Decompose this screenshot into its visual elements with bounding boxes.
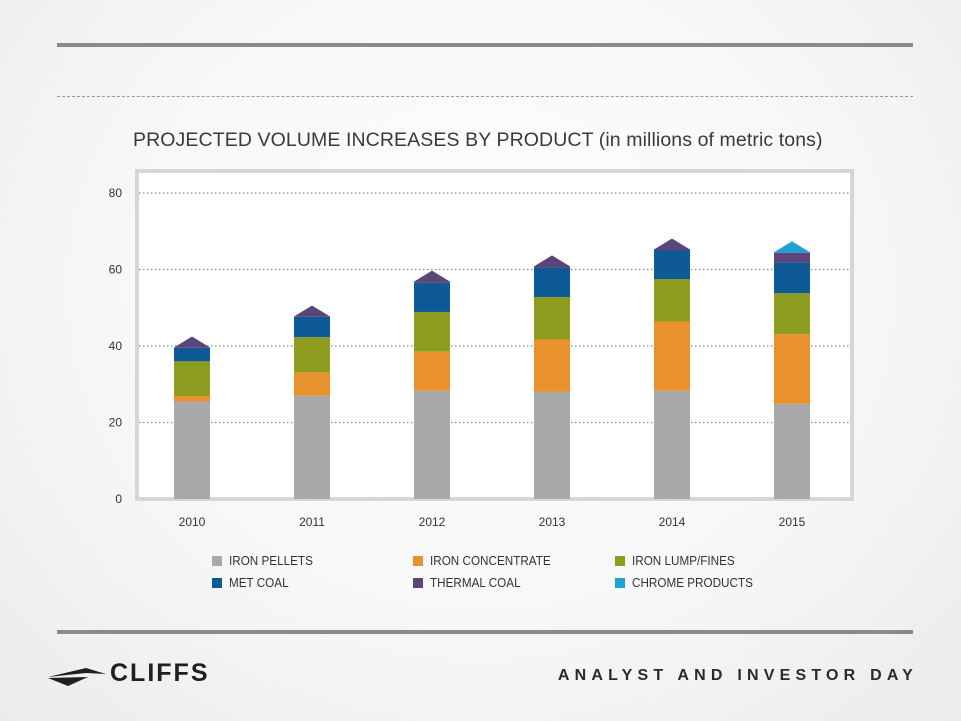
top-rule [57, 43, 913, 47]
chart-title: PROJECTED VOLUME INCREASES BY PRODUCT (i… [133, 129, 823, 151]
x-tick-label: 2014 [659, 515, 686, 529]
bar-segment [774, 262, 810, 294]
bar-segment [414, 351, 450, 391]
event-tagline: ANALYST AND INVESTOR DAY [557, 667, 918, 684]
legend-item: IRON PELLETS [212, 553, 322, 568]
bar-segment [174, 401, 210, 499]
bar-segment [654, 279, 690, 322]
legend-swatch [615, 578, 625, 588]
legend-item: IRON CONCENTRATE [413, 553, 564, 568]
legend-swatch [212, 578, 222, 588]
y-tick-label: 20 [109, 416, 123, 430]
bar-segment [534, 267, 570, 298]
legend-label: IRON LUMP/FINES [632, 553, 735, 568]
y-tick-label: 0 [115, 492, 122, 506]
bar-segment [174, 336, 210, 348]
bar-segment [294, 337, 330, 373]
bar-segment [534, 297, 570, 340]
bar-segment [294, 395, 330, 499]
legend-item: IRON LUMP/FINES [615, 553, 746, 568]
bar-segment [654, 321, 690, 391]
cliffs-arrow-logo-icon [48, 668, 106, 686]
legend-item: MET COAL [212, 575, 295, 590]
bar-segment [294, 372, 330, 396]
bar-segment [294, 316, 330, 338]
x-tick-label: 2010 [179, 515, 206, 529]
bar-segment [774, 403, 810, 499]
bar-segment [534, 255, 570, 268]
x-tick-label: 2012 [419, 515, 446, 529]
bar-segment [774, 334, 810, 404]
bar-segment [414, 282, 450, 312]
bar-segment [654, 390, 690, 499]
x-tick-label: 2011 [299, 515, 325, 529]
plot-area [135, 169, 854, 501]
y-tick-label: 40 [109, 339, 123, 353]
bar-segment [774, 241, 810, 253]
x-tick-label: 2013 [539, 515, 566, 529]
y-tick-label: 80 [109, 186, 123, 200]
brand-name: CLIFFS [110, 659, 210, 687]
legend-item: THERMAL COAL [413, 575, 531, 590]
legend-swatch [615, 556, 625, 566]
legend-label: MET COAL [229, 575, 289, 590]
bar-segment [774, 252, 810, 263]
dashed-divider [57, 96, 913, 97]
legend-swatch [212, 556, 222, 566]
bar-segment [534, 391, 570, 499]
legend-swatch [413, 578, 423, 588]
legend-item: CHROME PRODUCTS [615, 575, 766, 590]
x-tick-label: 2015 [779, 515, 806, 529]
legend-label: IRON CONCENTRATE [430, 553, 551, 568]
bar-segment [774, 293, 810, 335]
bar-segment [654, 238, 690, 250]
bar-segment [414, 311, 450, 352]
bar-segment [174, 361, 210, 397]
bar-segment [414, 270, 450, 283]
bar-segment [654, 249, 690, 280]
bar-segment [534, 339, 570, 392]
bar-segment [174, 347, 210, 362]
legend-label: THERMAL COAL [430, 575, 521, 590]
legend-label: CHROME PRODUCTS [632, 575, 753, 590]
bottom-rule [57, 630, 913, 634]
y-tick-label: 60 [109, 263, 123, 277]
bar-segment [414, 390, 450, 499]
legend-swatch [413, 556, 423, 566]
bar-segment [174, 396, 210, 402]
bar-segment [294, 305, 330, 317]
legend-label: IRON PELLETS [229, 553, 313, 568]
